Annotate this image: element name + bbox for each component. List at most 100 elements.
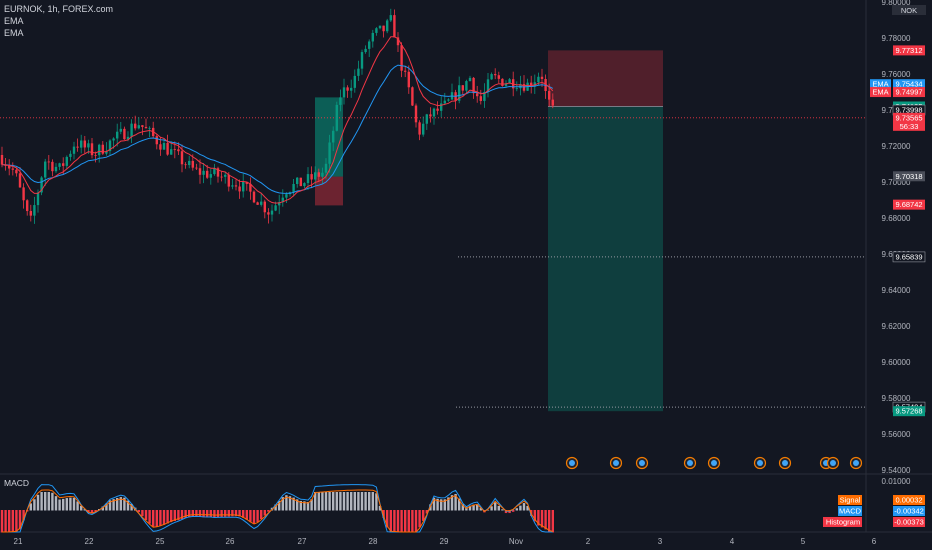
histogram-bar <box>342 492 346 511</box>
macd-legend-item: MACD -0.00342 <box>838 506 925 516</box>
histogram-bar <box>54 496 58 511</box>
histogram-bar <box>422 510 425 521</box>
candle-body <box>108 140 112 152</box>
histogram-bar <box>278 500 281 511</box>
take-profit-zone[interactable] <box>548 106 663 412</box>
symbol-title[interactable]: EURNOK, 1h, FOREX.com <box>4 4 114 14</box>
histogram-bar <box>155 510 158 527</box>
candle <box>260 193 263 207</box>
event-marker-icon[interactable] <box>849 456 863 470</box>
histogram-bar <box>173 510 176 522</box>
candle-body <box>8 165 11 169</box>
candle <box>339 89 342 112</box>
candle-body <box>299 177 302 187</box>
candle <box>198 159 202 184</box>
histogram-bar <box>386 510 389 528</box>
histogram-bar <box>432 497 436 511</box>
candle-body <box>90 143 94 156</box>
candle <box>119 121 122 135</box>
histogram-bar <box>166 510 169 524</box>
x-tick-label: Nov <box>509 537 523 546</box>
candle-body <box>213 168 216 175</box>
event-marker-icon[interactable] <box>635 456 649 470</box>
candle <box>213 163 216 176</box>
candle-body <box>501 78 504 86</box>
event-marker-icon[interactable] <box>609 456 623 470</box>
candle-body <box>436 108 439 111</box>
ema-tag-bg <box>870 87 891 98</box>
candle-body <box>274 205 277 211</box>
ema-legend-1[interactable]: EMA <box>4 16 24 26</box>
histogram-bar <box>220 510 223 517</box>
y-tick-label: 9.60000 <box>882 358 911 367</box>
histogram-bar <box>522 503 526 511</box>
histogram-bar <box>486 509 490 511</box>
countdown-text: 56:33 <box>900 122 919 131</box>
candle-body <box>339 97 342 105</box>
x-tick-label: 29 <box>440 537 449 546</box>
price-label-bg <box>893 87 925 98</box>
event-marker-dot <box>613 460 619 466</box>
histogram-bar <box>137 510 140 513</box>
candle <box>33 196 36 224</box>
candle <box>386 18 389 34</box>
histogram-bar <box>368 492 371 511</box>
histogram-bar <box>281 497 284 511</box>
price-label-text: 9.68742 <box>895 200 922 209</box>
event-marker-icon[interactable] <box>707 456 721 470</box>
histogram-bar <box>227 510 230 517</box>
event-marker-icon[interactable] <box>778 456 792 470</box>
histogram-bar <box>335 492 338 511</box>
histogram-bar <box>537 510 540 526</box>
histogram-bar <box>393 510 396 533</box>
event-marker-icon[interactable] <box>565 456 579 470</box>
candle-body <box>101 144 104 154</box>
candle-body <box>368 41 371 49</box>
candle-body <box>285 194 288 198</box>
histogram-bar <box>206 510 209 518</box>
histogram-bar <box>375 493 378 511</box>
candle <box>141 125 144 136</box>
ema-legend-2[interactable]: EMA <box>4 28 24 38</box>
event-marker-dot <box>853 460 859 466</box>
candle <box>454 89 457 110</box>
event-marker-icon[interactable] <box>683 456 697 470</box>
candle-body <box>184 164 187 166</box>
candle <box>450 83 454 100</box>
macd-legend-value-bg <box>893 495 925 505</box>
currency-badge[interactable]: NOK <box>892 5 926 15</box>
candle-body <box>134 123 137 129</box>
candle <box>404 65 407 78</box>
candle-body <box>263 201 266 213</box>
ema-tag-bg <box>870 79 891 90</box>
event-marker-icon[interactable] <box>753 456 767 470</box>
histogram-bar <box>360 492 364 511</box>
y-tick-label: 9.76000 <box>882 70 911 79</box>
candle-body <box>112 138 115 141</box>
histogram-bar <box>299 500 302 511</box>
histogram-bar <box>328 492 331 511</box>
histogram-bar <box>321 492 324 511</box>
candle <box>40 176 43 196</box>
candle <box>245 181 248 191</box>
candle-body <box>425 114 428 124</box>
candle-body <box>396 37 400 46</box>
candle <box>375 27 378 36</box>
event-marker-icon[interactable] <box>826 456 840 470</box>
histogram-bar <box>58 499 61 511</box>
histogram-bar <box>436 498 439 511</box>
candle-body <box>123 128 126 140</box>
candle <box>101 141 104 156</box>
y-tick-label: 9.78000 <box>882 34 911 43</box>
stop-loss-zone[interactable] <box>548 50 663 107</box>
signal-line <box>2 489 553 533</box>
y-tick-label: 9.64000 <box>882 286 911 295</box>
price-label-text: 9.74997 <box>895 88 922 97</box>
candle-body <box>494 74 497 76</box>
candle-body <box>191 160 194 168</box>
candle-body <box>548 91 551 100</box>
histogram-bar <box>490 506 493 511</box>
candle <box>0 146 4 168</box>
macd-legend-value: 0.00032 <box>895 496 922 505</box>
